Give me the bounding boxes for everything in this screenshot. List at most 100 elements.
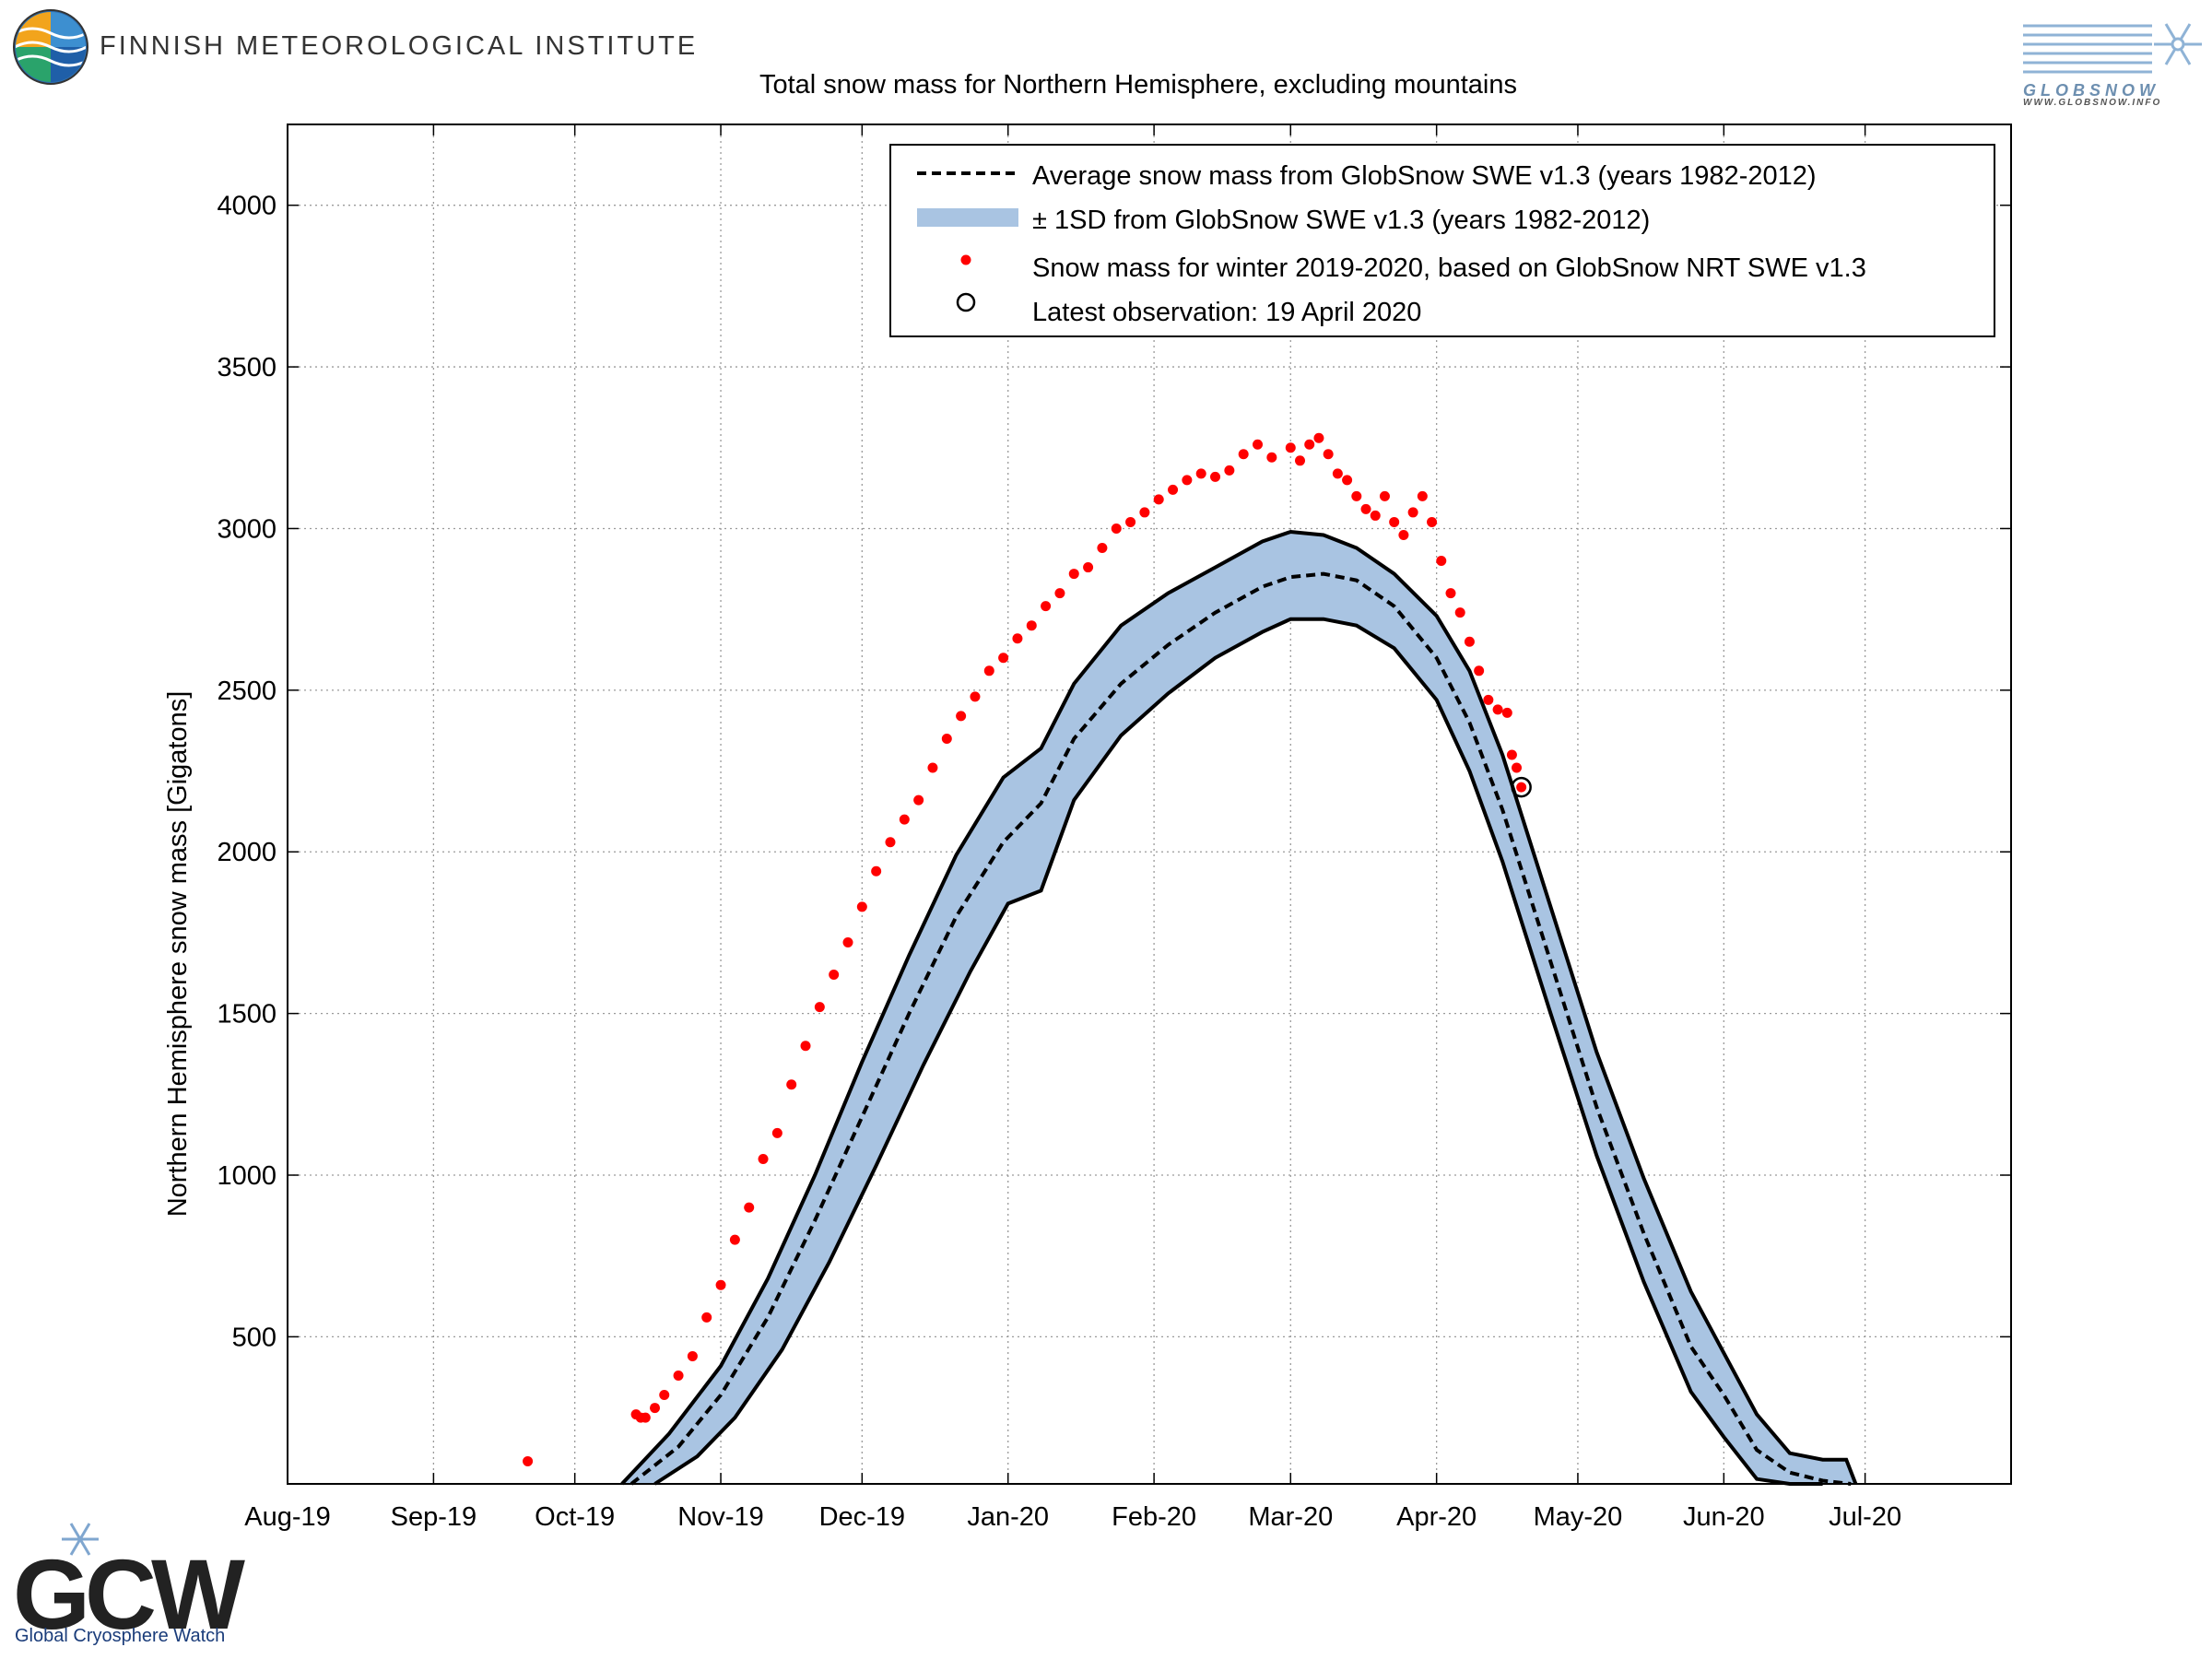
observation-point: [1454, 607, 1465, 618]
observation-point: [1068, 569, 1079, 580]
observation-point: [1266, 452, 1277, 463]
observation-point: [1026, 620, 1037, 631]
observation-point: [771, 1127, 782, 1138]
observation-point: [983, 665, 994, 677]
y-tick-label: 3500: [217, 353, 276, 382]
snowflake-icon: [2154, 23, 2202, 65]
axes: Aug-19 Sep-19 Oct-19 Nov-19 Dec-19 Jan-20 Feb-…: [217, 124, 2012, 1532]
legend-box: [889, 144, 1995, 337]
upper-sd-line: [620, 529, 1858, 1486]
observation-point: [744, 1202, 755, 1213]
y-tick-label: 3000: [217, 514, 276, 544]
observation-point: [1313, 432, 1324, 443]
observation-point: [1516, 782, 1527, 793]
observation-point: [1304, 439, 1315, 450]
observation-point: [1054, 588, 1065, 599]
observation-point: [1436, 556, 1447, 567]
observation-point: [1332, 468, 1343, 479]
observation-point: [1351, 490, 1362, 501]
observation-point: [1360, 503, 1371, 514]
x-tick-label: Oct-19: [535, 1502, 615, 1532]
x-tick-label: Jul-20: [1829, 1502, 1901, 1532]
institute-name: FINNISH METEOROLOGICAL INSTITUTE: [100, 31, 699, 61]
x-tick-label: Feb-20: [1112, 1502, 1196, 1532]
observation-point: [1285, 442, 1296, 453]
observation-point: [1389, 516, 1400, 527]
observation-point: [1083, 562, 1094, 573]
lower-sd-line: [653, 617, 1823, 1486]
y-tick-label: 1500: [217, 1000, 276, 1030]
x-tick-label: Mar-20: [1248, 1502, 1333, 1532]
x-tick-label: Apr-20: [1396, 1502, 1477, 1532]
x-tick-label: Sep-19: [391, 1502, 477, 1532]
x-tick-label: Jun-20: [1683, 1502, 1765, 1532]
y-axis-label: Northern Hemisphere snow mass [Gigatons]: [163, 691, 193, 1218]
legend: Average snow mass from GlobSnow SWE v1.3…: [889, 144, 1995, 337]
observation-point: [1125, 516, 1136, 527]
series-lines: [620, 529, 1858, 1486]
gcw-logo: [11, 1512, 269, 1650]
observation-point: [1182, 475, 1193, 486]
observation-point: [885, 837, 896, 848]
observation-point: [829, 970, 840, 981]
observation-point: [871, 865, 882, 877]
y-tick-label: 4000: [217, 192, 276, 221]
y-tick-label: 2500: [217, 677, 276, 706]
observation-point: [523, 1455, 534, 1466]
y-tick-label: 2000: [217, 838, 276, 867]
average-line: [629, 571, 1852, 1486]
observation-point: [1111, 523, 1122, 534]
observation-point: [1097, 543, 1108, 554]
legend-band-swatch: [917, 208, 1018, 227]
observation-point: [941, 733, 952, 744]
observation-points: [523, 432, 1532, 1466]
fmi-globe-icon: [13, 9, 88, 85]
observation-point: [701, 1312, 712, 1323]
globsnow-logo-text: GLOBSNOW: [2023, 81, 2159, 100]
observation-point: [1427, 516, 1438, 527]
x-tick-label: Dec-19: [819, 1502, 906, 1532]
observation-point: [650, 1403, 661, 1414]
observation-point: [1294, 455, 1305, 466]
observation-point: [729, 1234, 740, 1245]
y-tick-label: 1000: [217, 1161, 276, 1191]
legend-entry-text: Average snow mass from GlobSnow SWE v1.3…: [1032, 161, 1817, 191]
observation-point: [1474, 665, 1485, 677]
gcw-snowflake-icon: [62, 1523, 99, 1556]
x-tick-label: Jan-20: [967, 1502, 1049, 1532]
observation-point: [786, 1079, 797, 1090]
legend-entry-text: Latest observation: 19 April 2020: [1032, 298, 1421, 327]
gcw-letters: GCW: [13, 1538, 245, 1650]
observation-point: [1041, 601, 1052, 612]
observation-point: [856, 901, 867, 912]
observation-point: [1210, 471, 1221, 482]
chart-title: Total snow mass for Northern Hemisphere,…: [759, 70, 1518, 100]
observation-point: [998, 653, 1009, 664]
legend-entry-text: Snow mass for winter 2019-2020, based on…: [1032, 253, 1866, 283]
observation-point: [814, 1002, 825, 1013]
observation-point: [687, 1350, 698, 1361]
observation-point: [1168, 484, 1179, 495]
observation-point: [927, 762, 938, 773]
x-tick-label: Nov-19: [677, 1502, 764, 1532]
observation-point: [1512, 762, 1523, 773]
observation-point: [1379, 490, 1390, 501]
observation-point: [1224, 465, 1235, 476]
observation-point: [1417, 490, 1428, 501]
observation-point: [1506, 749, 1517, 760]
observation-point: [913, 794, 924, 806]
observation-point: [640, 1412, 651, 1423]
observation-point: [758, 1153, 769, 1164]
globsnow-logo: [2014, 7, 2207, 111]
observation-point: [1445, 588, 1456, 599]
observation-point: [899, 814, 910, 825]
x-tick-label: Aug-19: [244, 1502, 331, 1532]
fmi-logo: [9, 6, 673, 90]
observation-point: [970, 691, 981, 702]
legend-entry-text: ± 1SD from GlobSnow SWE v1.3 (years 1982…: [1032, 206, 1650, 235]
sd-band: [621, 531, 1856, 1484]
plot-frame: [287, 124, 2012, 1485]
sd-band-area: [621, 531, 1856, 1484]
observation-point: [1012, 633, 1023, 644]
